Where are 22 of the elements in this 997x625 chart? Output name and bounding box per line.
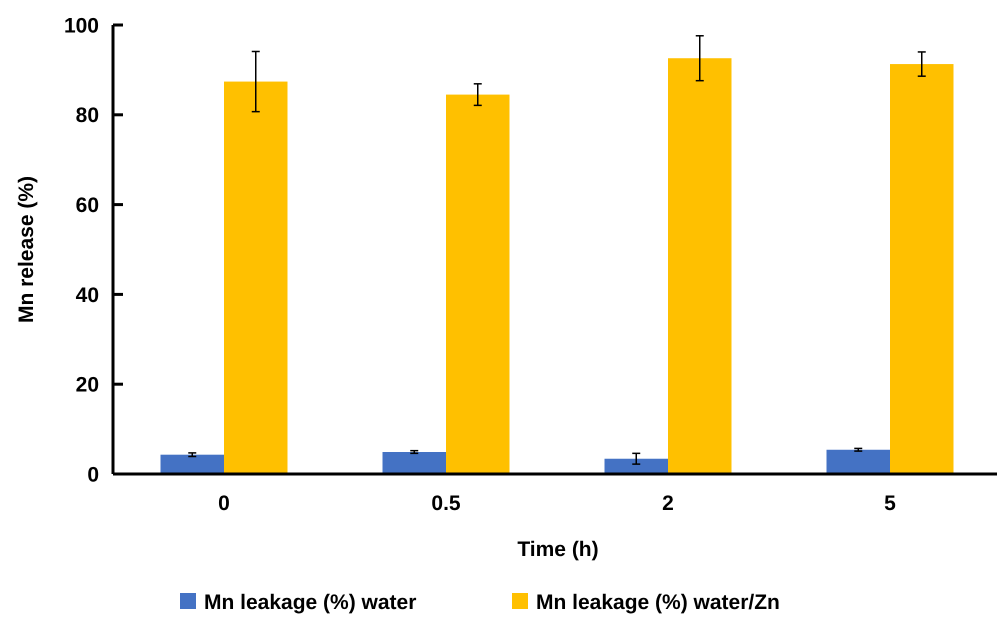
x-tick-label: 0	[218, 492, 230, 515]
legend-label: Mn leakage (%) water/Zn	[536, 591, 780, 614]
y-axis-title: Mn release (%)	[15, 176, 38, 324]
bar	[890, 64, 954, 474]
bar	[604, 458, 668, 474]
y-tick-label: 100	[64, 14, 99, 38]
x-axis-title: Time (h)	[517, 538, 599, 561]
y-tick-label: 60	[76, 194, 99, 217]
y-tick-label: 0	[87, 463, 99, 486]
y-tick-label: 80	[76, 104, 99, 128]
bar	[160, 454, 224, 474]
y-tick-label: 40	[76, 284, 99, 307]
legend-label: Mn leakage (%) water	[204, 591, 416, 614]
bar	[224, 82, 288, 474]
bar	[382, 452, 446, 474]
y-tick-label: 20	[76, 374, 99, 397]
bar	[446, 94, 510, 474]
bar	[668, 58, 732, 474]
x-tick-label: 0.5	[431, 492, 461, 515]
bar	[826, 450, 890, 474]
x-tick-label: 2	[662, 492, 674, 515]
x-tick-label: 5	[884, 492, 896, 515]
